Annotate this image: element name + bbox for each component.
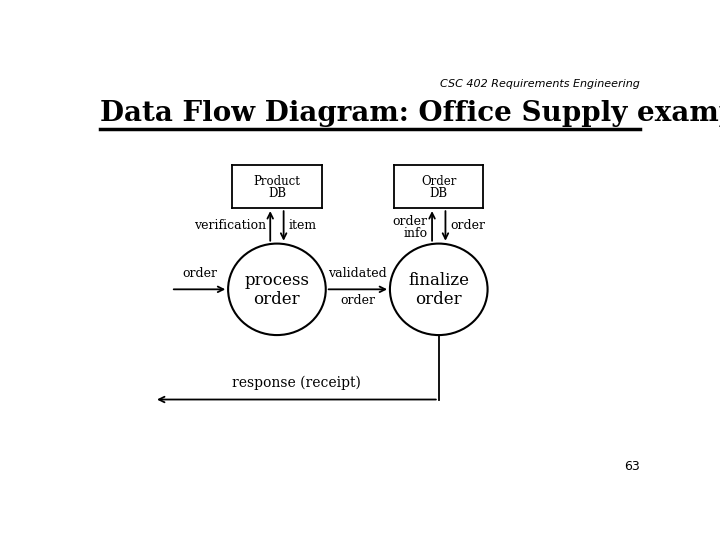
Text: DB: DB [430, 187, 448, 200]
Text: finalize: finalize [408, 272, 469, 289]
Text: info: info [403, 227, 428, 240]
Text: Order: Order [421, 175, 456, 188]
Text: Data Flow Diagram: Office Supply example: Data Flow Diagram: Office Supply example [100, 100, 720, 127]
Ellipse shape [228, 244, 325, 335]
Text: item: item [288, 219, 316, 232]
Text: Product: Product [253, 175, 300, 188]
Text: 63: 63 [624, 460, 639, 473]
Text: order: order [415, 291, 462, 308]
Text: verification: verification [194, 219, 266, 232]
Text: order: order [392, 215, 428, 228]
Text: validated: validated [328, 267, 387, 280]
Text: order: order [341, 294, 375, 307]
Text: order: order [253, 291, 300, 308]
Text: order: order [450, 219, 485, 232]
Text: DB: DB [268, 187, 286, 200]
Text: process: process [244, 272, 310, 289]
Text: response (receipt): response (receipt) [232, 376, 361, 390]
Text: CSC 402 Requirements Engineering: CSC 402 Requirements Engineering [440, 79, 639, 89]
Text: order: order [182, 267, 217, 280]
Ellipse shape [390, 244, 487, 335]
